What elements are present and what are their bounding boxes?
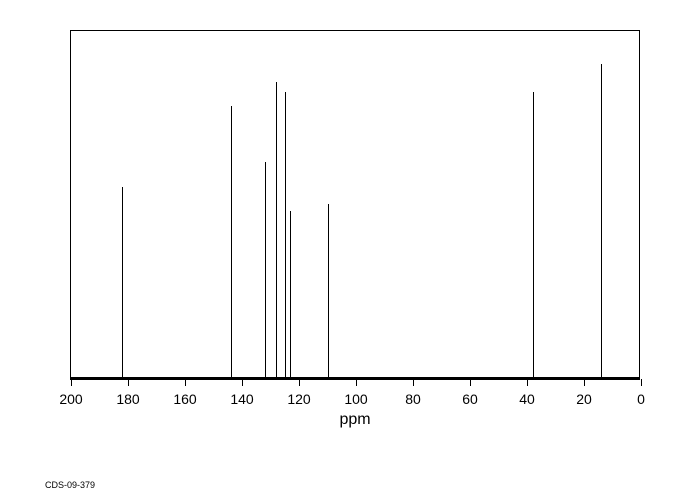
peak bbox=[122, 187, 123, 380]
x-axis-label: ppm bbox=[339, 411, 370, 429]
x-tick bbox=[185, 379, 186, 386]
chart-container: 200180160140120100806040200 ppm bbox=[40, 30, 640, 420]
x-tick-label: 20 bbox=[576, 391, 592, 407]
x-tick-label: 200 bbox=[59, 391, 82, 407]
peak bbox=[265, 162, 266, 379]
x-tick-label: 60 bbox=[462, 391, 478, 407]
x-tick bbox=[413, 379, 414, 386]
peak bbox=[231, 106, 232, 379]
peak bbox=[533, 92, 534, 379]
peak bbox=[276, 82, 277, 380]
baseline bbox=[71, 377, 639, 379]
x-tick-label: 140 bbox=[230, 391, 253, 407]
x-tick-label: 180 bbox=[116, 391, 139, 407]
x-tick bbox=[128, 379, 129, 386]
x-tick bbox=[242, 379, 243, 386]
x-tick bbox=[470, 379, 471, 386]
x-tick bbox=[584, 379, 585, 386]
x-tick-label: 120 bbox=[287, 391, 310, 407]
footer-code: CDS-09-379 bbox=[45, 480, 95, 490]
x-tick bbox=[641, 379, 642, 386]
x-tick bbox=[527, 379, 528, 386]
peak bbox=[601, 64, 602, 379]
x-tick-label: 0 bbox=[637, 391, 645, 407]
x-tick bbox=[71, 379, 72, 386]
peak bbox=[285, 92, 286, 379]
peak bbox=[290, 211, 291, 379]
x-tick-label: 160 bbox=[173, 391, 196, 407]
x-tick-label: 80 bbox=[405, 391, 421, 407]
x-tick-label: 40 bbox=[519, 391, 535, 407]
plot-area: 200180160140120100806040200 ppm bbox=[70, 30, 640, 380]
peak bbox=[328, 204, 329, 379]
x-tick-label: 100 bbox=[344, 391, 367, 407]
x-tick bbox=[356, 379, 357, 386]
x-tick bbox=[299, 379, 300, 386]
